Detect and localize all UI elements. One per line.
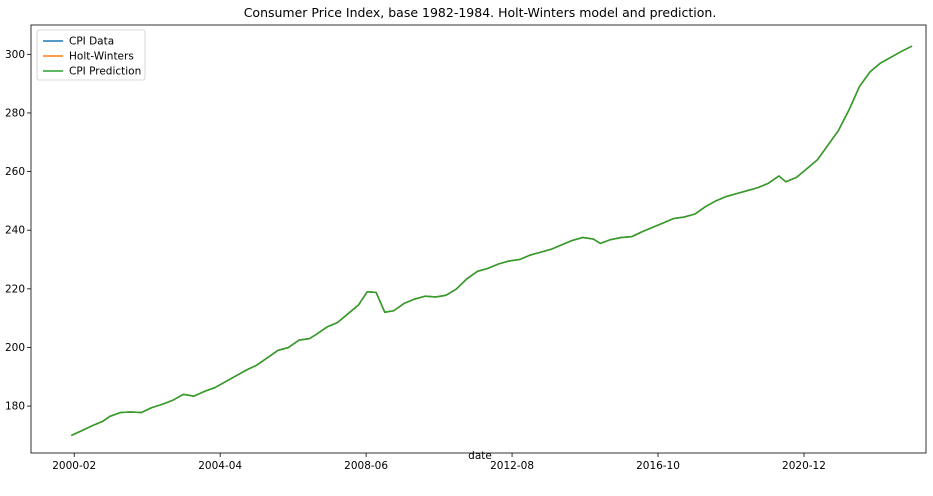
y-tick-label: 260: [5, 166, 25, 178]
y-tick-label: 240: [5, 225, 25, 237]
x-tick-label: 2016-10: [636, 460, 680, 472]
y-tick-label: 300: [5, 49, 25, 61]
y-tick-label: 180: [5, 401, 25, 413]
x-tick-label: 2000-02: [52, 460, 96, 472]
x-tick-label: 2008-06: [344, 460, 388, 472]
y-tick-label: 280: [5, 107, 25, 119]
chart-title: Consumer Price Index, base 1982-1984. Ho…: [244, 5, 717, 20]
legend: CPI Data Holt-Winters CPI Prediction: [36, 29, 146, 81]
legend-label-cpi-prediction: CPI Prediction: [69, 66, 141, 78]
series-line-cpi-prediction: [70, 45, 913, 437]
legend-label-holt-winters: Holt-Winters: [69, 51, 134, 63]
plot-area: 180 200 220 240 260 280 300 2000-02 2004-04 2008-…: [5, 24, 927, 472]
x-tick-label: 2012-08: [490, 460, 534, 472]
legend-label-cpi-data: CPI Data: [69, 36, 114, 48]
axes-frame: [30, 24, 927, 454]
y-tick-label: 200: [5, 342, 25, 354]
y-tick-label: 220: [5, 283, 25, 295]
x-tick-label: 2004-04: [198, 460, 242, 472]
x-axis-label: date: [468, 450, 492, 462]
x-tick-label: 2020-12: [782, 460, 826, 472]
series-line-cpi-data: [70, 45, 913, 437]
series-line-holt-winters: [70, 45, 913, 437]
legend-box: [36, 29, 146, 81]
